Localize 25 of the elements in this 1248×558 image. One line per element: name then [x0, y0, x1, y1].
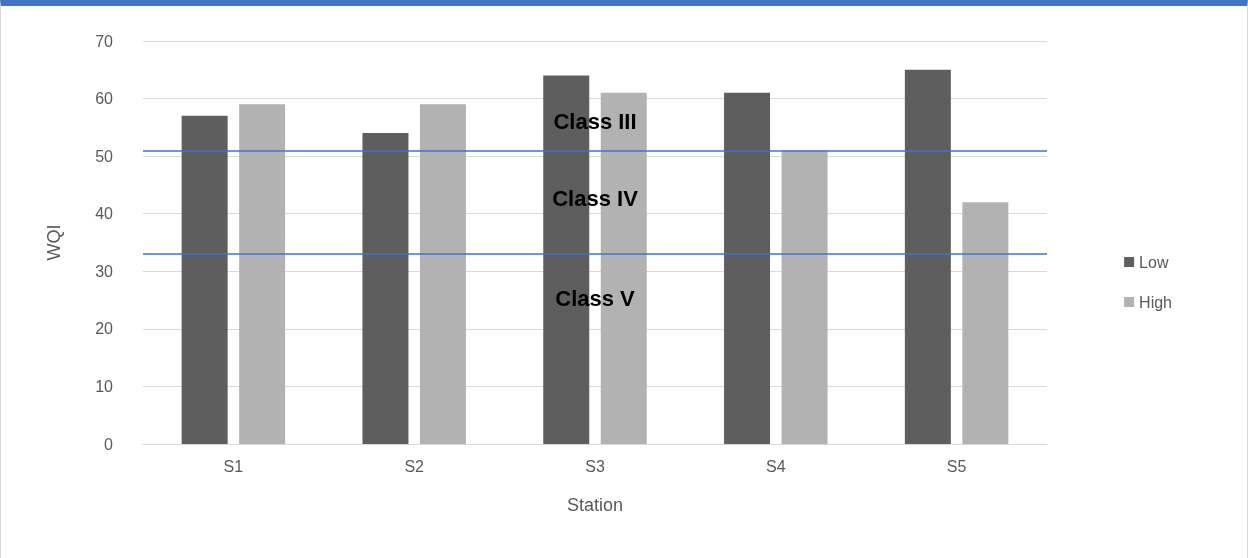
y-tick-label: 30: [95, 262, 114, 280]
y-axis-title: WQI: [44, 224, 64, 261]
bar: [419, 104, 466, 444]
x-tick-label: S2: [404, 457, 425, 475]
bar: [724, 92, 771, 444]
y-tick-label: 40: [95, 205, 114, 223]
bar: [962, 202, 1009, 444]
y-tick-label: 10: [95, 377, 114, 395]
x-tick-label: S5: [946, 457, 967, 475]
bar: [362, 133, 409, 444]
x-tick-label: S3: [585, 457, 605, 475]
x-axis-title: Station: [566, 495, 624, 515]
bar: [781, 150, 828, 444]
x-tick-label: S4: [766, 457, 786, 475]
legend-label: High: [1139, 293, 1172, 311]
x-tick-label: S1: [223, 457, 244, 475]
y-tick-label: 50: [95, 147, 114, 165]
bar: [904, 69, 951, 444]
y-tick-label: 70: [95, 32, 114, 50]
bar: [181, 115, 228, 444]
y-tick-label: 0: [104, 435, 114, 453]
y-tick-label: 20: [95, 320, 114, 338]
y-tick-label: 60: [95, 90, 114, 108]
bar: [239, 104, 286, 444]
legend-label: Low: [1139, 253, 1169, 271]
